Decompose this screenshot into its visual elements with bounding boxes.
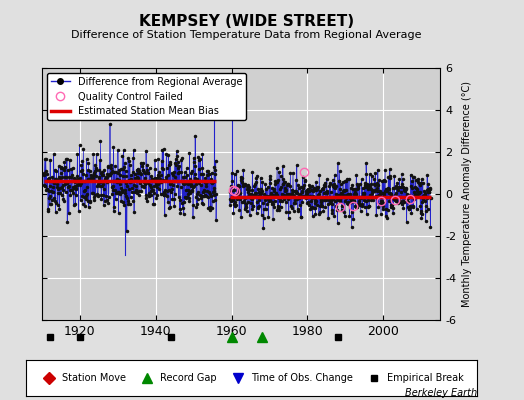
Legend: Difference from Regional Average, Quality Control Failed, Estimated Station Mean: Difference from Regional Average, Qualit…	[47, 73, 246, 120]
Legend: Station Move, Record Gap, Time of Obs. Change, Empirical Break: Station Move, Record Gap, Time of Obs. C…	[36, 369, 467, 387]
Y-axis label: Monthly Temperature Anomaly Difference (°C): Monthly Temperature Anomaly Difference (…	[462, 81, 472, 307]
Text: KEMPSEY (WIDE STREET): KEMPSEY (WIDE STREET)	[139, 14, 354, 29]
Text: Difference of Station Temperature Data from Regional Average: Difference of Station Temperature Data f…	[71, 30, 421, 40]
Text: Berkeley Earth: Berkeley Earth	[405, 388, 477, 398]
